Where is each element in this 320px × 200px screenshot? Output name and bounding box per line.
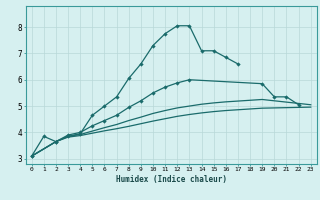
X-axis label: Humidex (Indice chaleur): Humidex (Indice chaleur) [116, 175, 227, 184]
